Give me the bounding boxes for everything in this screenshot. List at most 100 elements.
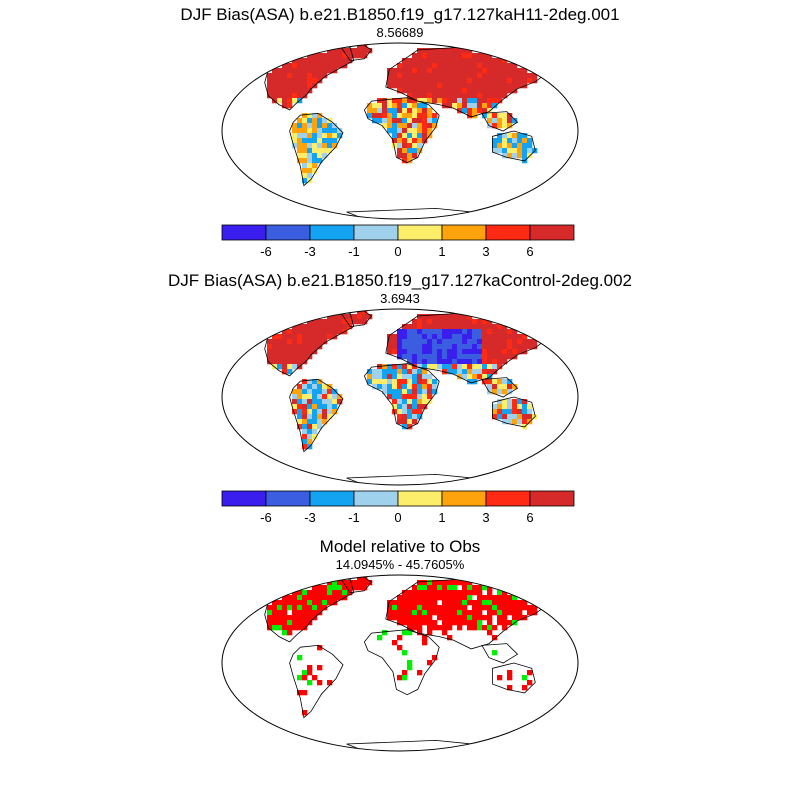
grid-cell <box>487 620 493 626</box>
grid-cell <box>442 93 448 99</box>
grid-cell <box>322 73 328 79</box>
grid-cell <box>487 344 493 350</box>
grid-cell <box>272 78 278 84</box>
grid-cell <box>337 63 343 69</box>
grid-cell <box>312 424 318 430</box>
grid-cell <box>482 93 488 99</box>
grid-cell <box>297 68 303 74</box>
grid-cell <box>307 68 313 74</box>
grid-cell <box>382 369 388 375</box>
grid-cell <box>422 605 428 611</box>
grid-cell <box>402 595 408 601</box>
grid-cell <box>487 585 493 591</box>
grid-cell <box>422 364 428 370</box>
grid-cell <box>392 334 398 340</box>
grid-cell <box>267 625 273 631</box>
grid-cell <box>282 83 288 89</box>
grid-cell <box>312 319 318 325</box>
grid-cell <box>462 600 468 606</box>
grid-cell <box>307 590 313 596</box>
grid-cell <box>497 595 503 601</box>
grid-cell <box>497 404 503 410</box>
grid-cell <box>327 585 333 591</box>
grid-cell <box>397 414 403 420</box>
grid-cell <box>307 173 313 179</box>
grid-cell <box>417 123 423 129</box>
grid-cell <box>432 48 438 54</box>
grid-cell <box>387 103 393 109</box>
grid-cell <box>337 48 343 54</box>
grid-cell <box>417 605 423 611</box>
grid-cell <box>407 419 413 425</box>
grid-cell <box>497 324 503 330</box>
grid-cell <box>427 88 433 94</box>
grid-cell <box>307 113 313 119</box>
grid-cell <box>337 580 343 586</box>
grid-cell <box>282 63 288 69</box>
grid-cell <box>482 615 488 621</box>
grid-cell <box>522 334 528 340</box>
map-2-data-cells <box>267 309 538 450</box>
grid-cell <box>422 88 428 94</box>
grid-cell <box>407 158 413 164</box>
grid-cell <box>312 329 318 335</box>
grid-cell <box>317 394 323 400</box>
colorbar-swatch <box>397 224 443 241</box>
grid-cell <box>522 605 528 611</box>
grid-cell <box>302 148 308 154</box>
grid-cell <box>417 319 423 325</box>
grid-cell <box>442 314 448 320</box>
grid-cell <box>432 354 438 360</box>
grid-cell <box>477 600 483 606</box>
grid-cell <box>452 103 458 109</box>
grid-cell <box>432 118 438 124</box>
grid-cell <box>297 339 303 345</box>
grid-cell <box>442 48 448 54</box>
grid-cell <box>277 88 283 94</box>
grid-cell <box>337 595 343 601</box>
grid-cell <box>407 625 413 631</box>
grid-cell <box>402 610 408 616</box>
grid-cell <box>407 600 413 606</box>
grid-cell <box>467 68 473 74</box>
grid-cell <box>442 625 448 631</box>
grid-cell <box>302 595 308 601</box>
grid-cell <box>327 600 333 606</box>
grid-cell <box>407 143 413 149</box>
grid-cell <box>527 78 533 84</box>
grid-cell <box>322 414 328 420</box>
grid-cell <box>417 63 423 69</box>
grid-cell <box>272 615 278 621</box>
grid-cell <box>297 118 303 124</box>
colorbar-swatch <box>485 490 531 507</box>
grid-cell <box>502 78 508 84</box>
grid-cell <box>267 88 273 94</box>
grid-cell <box>422 349 428 355</box>
grid-cell <box>332 409 338 415</box>
grid-cell <box>397 600 403 606</box>
grid-cell <box>467 73 473 79</box>
grid-cell <box>422 78 428 84</box>
grid-cell <box>407 394 413 400</box>
grid-cell <box>397 128 403 134</box>
grid-cell <box>407 665 413 671</box>
grid-cell <box>302 128 308 134</box>
grid-cell <box>402 354 408 360</box>
grid-cell <box>452 369 458 375</box>
grid-cell <box>367 48 373 54</box>
grid-cell <box>472 605 478 611</box>
grid-cell <box>297 349 303 355</box>
grid-cell <box>432 73 438 79</box>
grid-cell <box>397 339 403 345</box>
grid-cell <box>442 580 448 586</box>
grid-cell <box>347 58 353 64</box>
grid-cell <box>522 344 528 350</box>
grid-cell <box>437 585 443 591</box>
grid-cell <box>297 324 303 330</box>
grid-cell <box>307 429 313 435</box>
grid-cell <box>507 329 513 335</box>
grid-cell <box>442 605 448 611</box>
grid-cell <box>482 58 488 64</box>
grid-cell <box>322 133 328 139</box>
grid-cell <box>382 108 388 114</box>
